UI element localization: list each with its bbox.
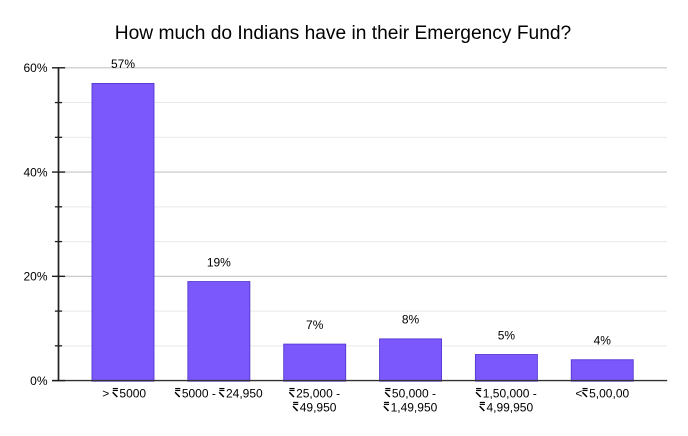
svg-text:7%: 7% bbox=[306, 318, 324, 332]
svg-text:57%: 57% bbox=[111, 57, 135, 71]
svg-text:How much do Indians have in th: How much do Indians have in their Emerge… bbox=[115, 23, 571, 44]
svg-text:1,49,950: 1,49,950 bbox=[391, 401, 438, 415]
svg-text:8%: 8% bbox=[402, 313, 420, 327]
svg-text:5,00,00: 5,00,00 bbox=[589, 387, 629, 401]
svg-text:19%: 19% bbox=[207, 255, 231, 269]
svg-text:4%: 4% bbox=[594, 334, 612, 348]
svg-text:50,000 -: 50,000 - bbox=[392, 387, 436, 401]
svg-text:40%: 40% bbox=[23, 165, 47, 179]
svg-text:25,000 -: 25,000 - bbox=[296, 387, 340, 401]
svg-text:1,50,000 -: 1,50,000 - bbox=[483, 387, 537, 401]
svg-text:5000 -: 5000 - bbox=[182, 387, 219, 401]
svg-text:60%: 60% bbox=[23, 61, 47, 75]
svg-text:4,99,950: 4,99,950 bbox=[486, 401, 533, 415]
svg-text:20%: 20% bbox=[23, 270, 47, 284]
svg-text:24,950: 24,950 bbox=[226, 387, 263, 401]
svg-text:5000: 5000 bbox=[119, 387, 146, 401]
svg-text:5%: 5% bbox=[498, 328, 516, 342]
svg-text:<: < bbox=[575, 387, 582, 401]
svg-text:0%: 0% bbox=[30, 374, 48, 388]
svg-text:>: > bbox=[102, 387, 112, 401]
svg-text:49,950: 49,950 bbox=[300, 401, 337, 415]
